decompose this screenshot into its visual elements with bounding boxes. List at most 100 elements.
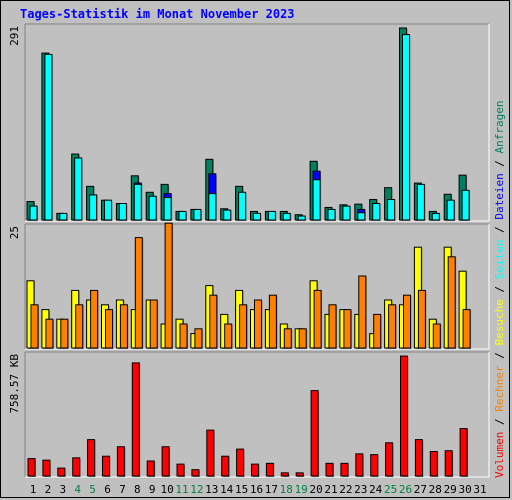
bar-seiten-day-4: [74, 157, 83, 221]
day-label-2: 2: [45, 483, 52, 496]
bar-seiten-day-29: [446, 199, 455, 221]
bar-volumen-day-28: [429, 450, 438, 477]
bar-volumen-day-10: [161, 446, 170, 477]
bar-rechner-day-20: [313, 289, 322, 349]
bar-rechner-day-18: [283, 328, 292, 349]
legend-separator: /: [493, 346, 506, 366]
bar-volumen-day-4: [72, 457, 81, 477]
bar-rechner-day-3: [60, 318, 69, 349]
bar-rechner-day-26: [403, 294, 411, 349]
bar-rechner-day-8: [134, 237, 143, 349]
day-label-22: 22: [339, 483, 352, 496]
bar-seiten-day-27: [416, 183, 425, 221]
svg-text:Volumen / Rechner / Besuche /: Volumen / Rechner / Besuche / Seiten / D…: [493, 100, 506, 478]
day-label-4: 4: [74, 483, 81, 496]
day-label-21: 21: [324, 483, 337, 496]
bar-rechner-day-2: [45, 318, 54, 349]
day-label-5: 5: [89, 483, 96, 496]
day-label-19: 19: [295, 483, 308, 496]
legend-separator: /: [493, 279, 506, 299]
bar-volumen-day-1: [27, 458, 36, 477]
day-label-8: 8: [134, 483, 141, 496]
bar-volumen-day-20: [310, 390, 319, 477]
bar-seiten-day-20: [312, 179, 321, 221]
day-label-12: 12: [190, 483, 203, 496]
bar-seiten-day-28: [431, 212, 440, 221]
bar-seiten-day-5: [89, 194, 98, 221]
bar-volumen-day-7: [116, 446, 125, 477]
bar-rechner-day-22: [343, 309, 352, 349]
legend-volumen: Volumen: [493, 432, 506, 478]
day-label-15: 15: [235, 483, 248, 496]
bar-rechner-day-9: [149, 299, 158, 349]
legend-anfragen: Anfragen: [493, 100, 506, 153]
bar-rechner-day-10: [164, 222, 173, 349]
bar-seiten-day-9: [148, 195, 157, 221]
day-label-10: 10: [160, 483, 173, 496]
day-label-26: 26: [399, 483, 412, 496]
bar-rechner-day-15: [239, 304, 248, 349]
bar-volumen-day-9: [146, 460, 155, 477]
bar-rechner-day-1: [30, 304, 39, 349]
legend-separator: /: [493, 220, 506, 240]
chart-legend: Volumen / Rechner / Besuche / Seiten / D…: [493, 100, 506, 478]
legend-separator: /: [493, 412, 506, 432]
bar-volumen-day-23: [355, 453, 364, 477]
day-label-6: 6: [104, 483, 111, 496]
bar-volumen-day-30: [459, 428, 468, 477]
bar-volumen-day-3: [57, 467, 66, 477]
day-label-28: 28: [429, 483, 442, 496]
day-label-23: 23: [354, 483, 367, 496]
bar-rechner-day-17: [268, 294, 277, 349]
bar-seiten-day-1: [29, 205, 38, 221]
day-label-25: 25: [384, 483, 397, 496]
bar-rechner-day-30: [462, 309, 471, 349]
bar-volumen-day-16: [251, 463, 259, 477]
legend-seiten: Seiten: [493, 240, 506, 280]
bar-volumen-day-29: [444, 450, 453, 477]
bar-seiten-day-11: [178, 210, 187, 221]
bar-seiten-day-6: [104, 199, 112, 221]
bar-volumen-day-12: [191, 469, 200, 477]
day-label-1: 1: [30, 483, 37, 496]
bar-seiten-day-24: [372, 203, 381, 221]
bar-volumen-day-26: [400, 355, 408, 477]
y-max-label-visits: 25: [8, 226, 21, 239]
legend-separator: /: [493, 153, 506, 173]
bar-seiten-day-18: [282, 212, 291, 221]
day-label-14: 14: [220, 483, 234, 496]
bar-volumen-day-2: [42, 459, 51, 477]
day-label-16: 16: [250, 483, 263, 496]
bar-rechner-day-11: [179, 323, 188, 349]
bar-rechner-day-21: [328, 304, 337, 349]
bar-seiten-day-26: [402, 34, 410, 221]
bar-seiten-day-22: [342, 205, 351, 221]
legend-besuche: Besuche: [493, 299, 506, 345]
bar-rechner-day-27: [417, 289, 426, 349]
bar-seiten-day-21: [327, 208, 336, 221]
bar-rechner-day-16: [254, 299, 262, 349]
day-label-18: 18: [280, 483, 293, 496]
bar-volumen-day-11: [176, 463, 185, 477]
bar-volumen-day-17: [265, 462, 274, 477]
requests-panel: [25, 24, 489, 221]
bar-rechner-day-25: [388, 304, 397, 349]
bar-seiten-day-8: [133, 183, 142, 221]
bar-volumen-day-21: [325, 462, 334, 477]
bar-rechner-day-24: [373, 313, 382, 349]
day-label-3: 3: [59, 483, 66, 496]
bar-seiten-day-16: [253, 212, 261, 221]
day-label-7: 7: [119, 483, 126, 496]
bar-volumen-day-27: [414, 439, 423, 477]
day-label-30: 30: [458, 483, 471, 496]
page-title: Tages-Statistik im Monat November 2023: [20, 7, 295, 21]
bar-volumen-day-24: [370, 454, 379, 477]
bar-rechner-day-12: [194, 328, 203, 349]
bar-volumen-day-22: [340, 462, 349, 477]
bar-seiten-day-13: [208, 193, 217, 221]
y-max-label-requests: 291: [8, 26, 21, 46]
bar-seiten-day-30: [461, 189, 470, 221]
day-label-13: 13: [205, 483, 218, 496]
bar-rechner-day-6: [105, 309, 113, 349]
